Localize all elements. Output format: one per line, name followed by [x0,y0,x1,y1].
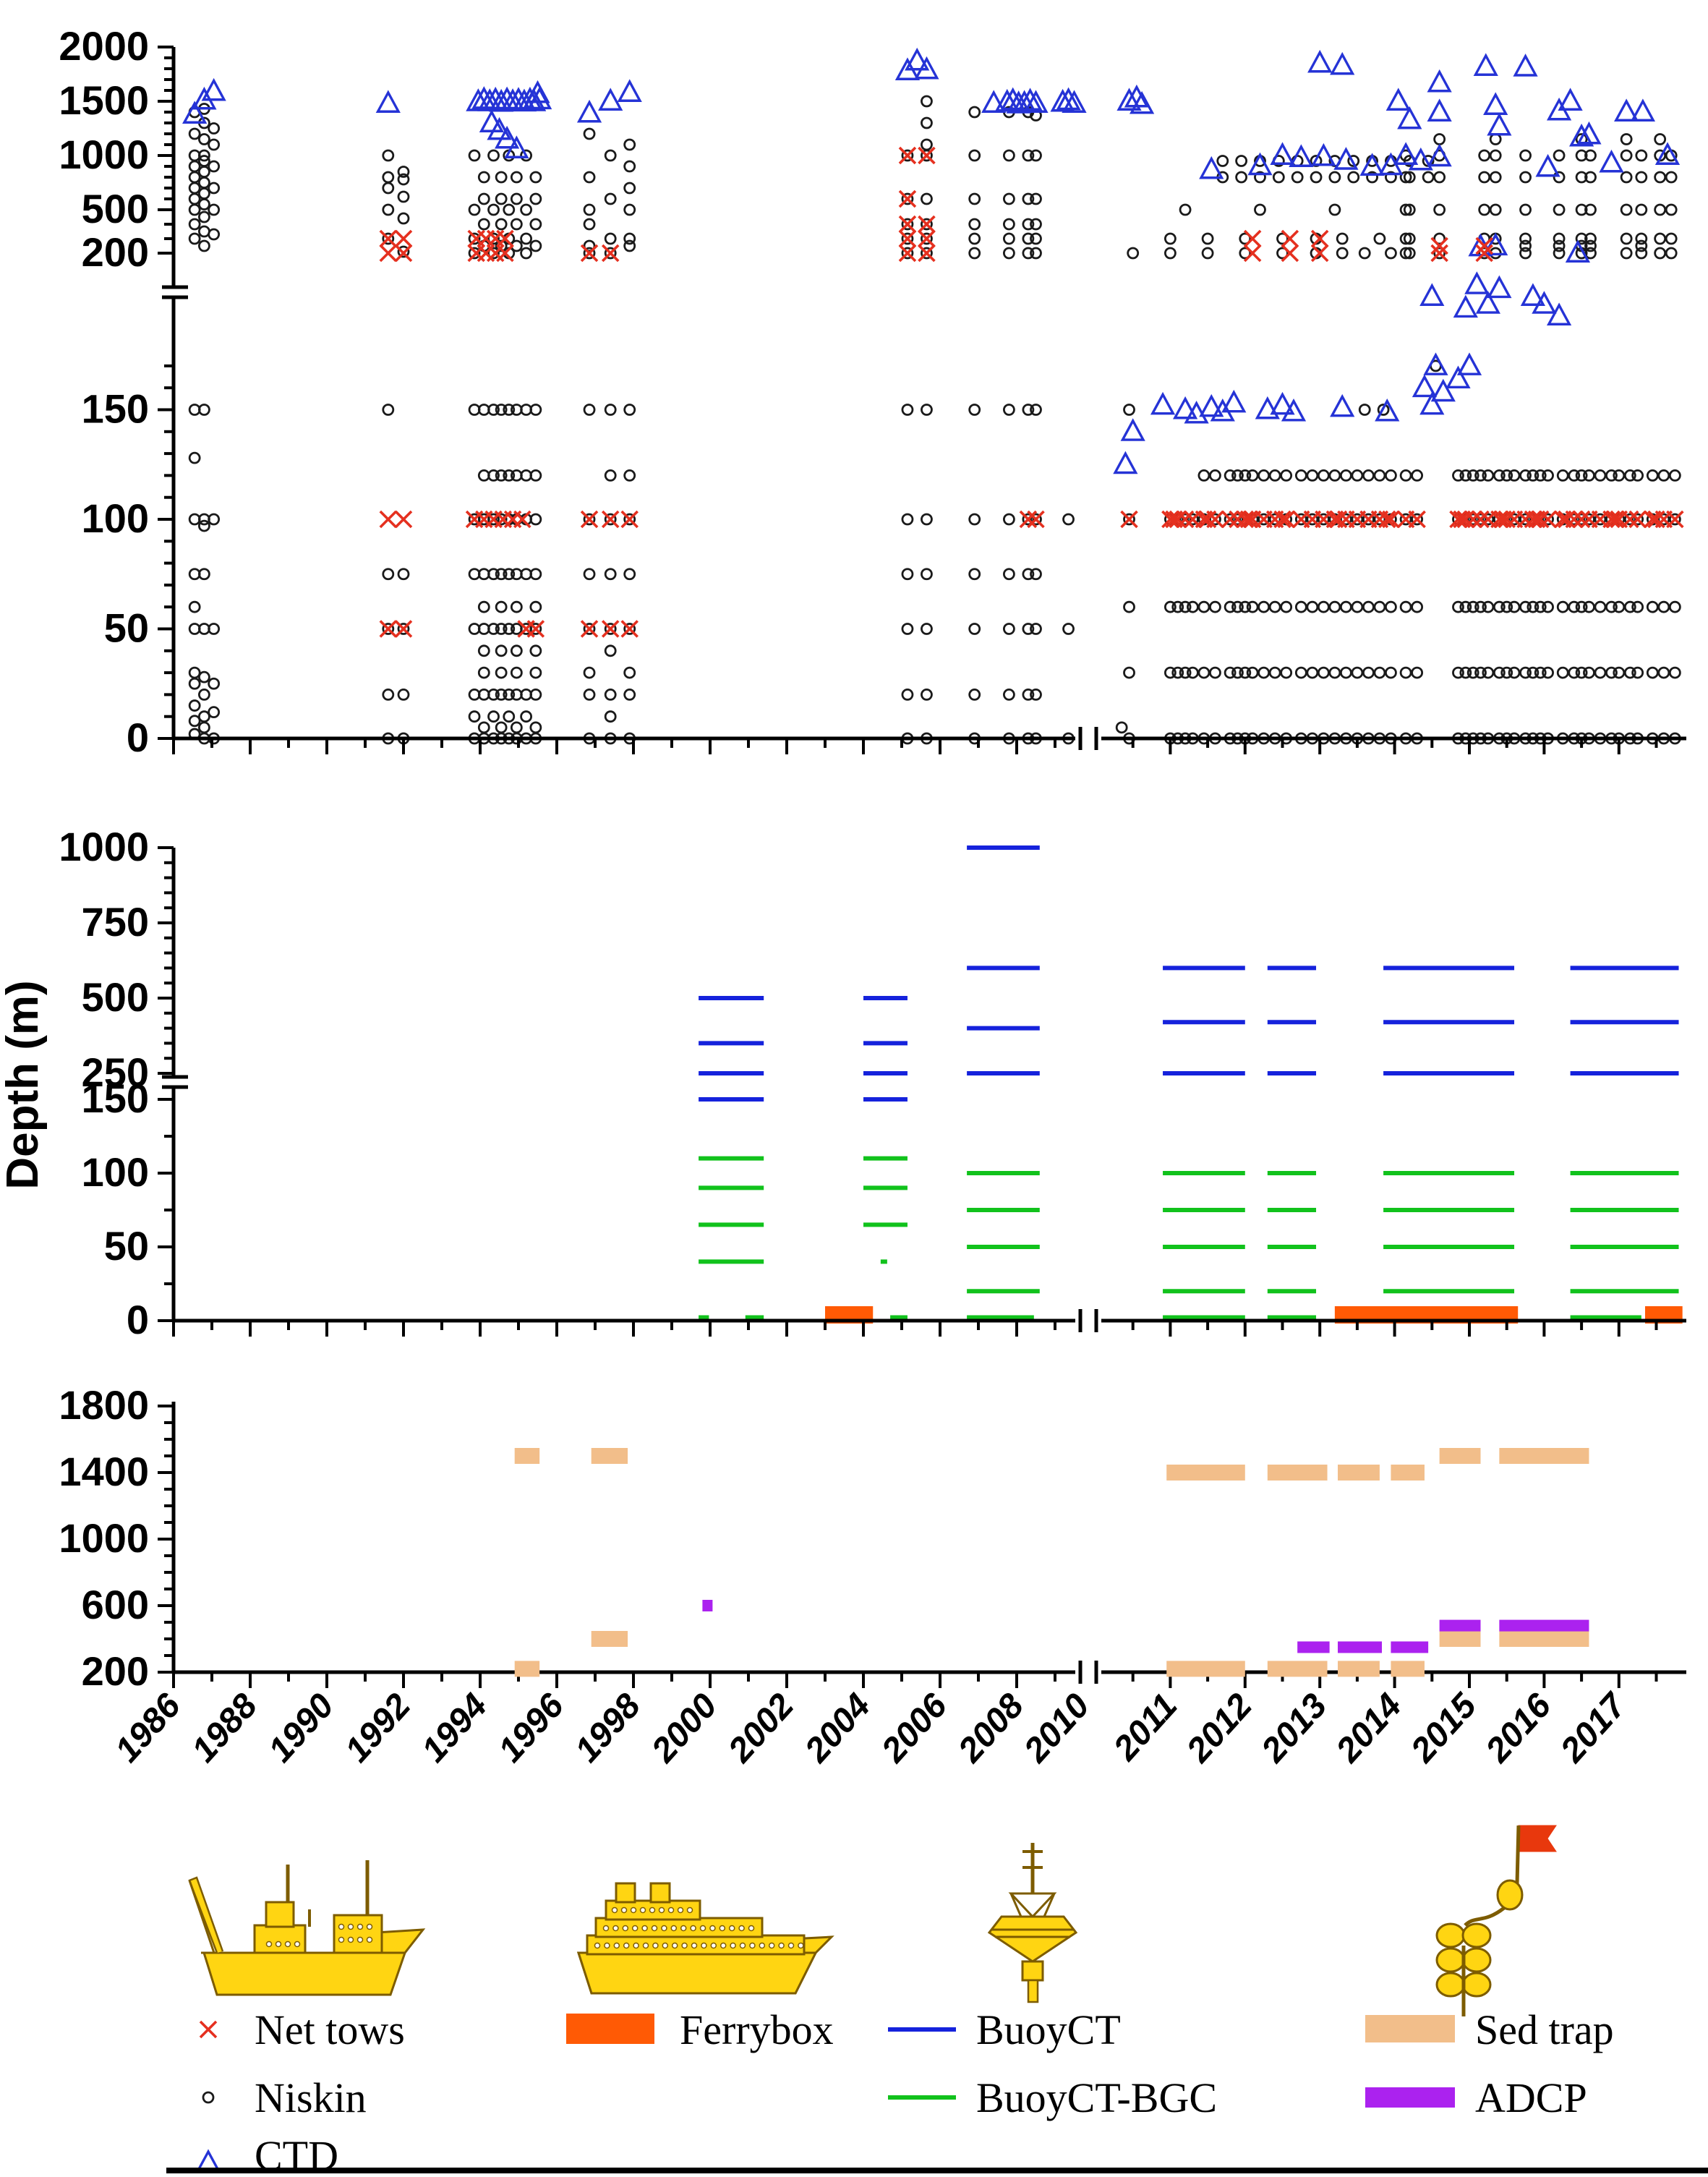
svg-text:2008: 2008 [951,1687,1032,1771]
legend-label-ctd: CTD [255,2132,338,2173]
bottom-crop-strip [166,2168,1708,2173]
svg-text:1986: 1986 [108,1687,188,1770]
svg-text:0: 0 [127,715,149,760]
svg-text:2014: 2014 [1328,1687,1409,1771]
svg-text:500: 500 [82,186,149,231]
mooring-icon [1435,1825,1557,2016]
svg-text:150: 150 [82,1075,149,1121]
svg-text:150: 150 [82,386,149,432]
svg-text:1994: 1994 [414,1687,495,1770]
svg-text:250: 250 [82,1049,149,1095]
svg-text:2000: 2000 [644,1687,725,1771]
buoy-icon [987,1843,1078,2003]
svg-text:100: 100 [82,495,149,541]
svg-text:2002: 2002 [721,1687,802,1771]
svg-text:2004: 2004 [798,1687,879,1771]
svg-text:1990: 1990 [261,1687,341,1770]
svg-text:2010: 2010 [1017,1687,1098,1771]
svg-text:1996: 1996 [491,1687,571,1770]
svg-text:1500: 1500 [59,77,149,123]
svg-text:500: 500 [82,974,149,1020]
research-vessel-icon [188,1860,426,1996]
svg-text:1400: 1400 [59,1449,149,1494]
panel-ship-sampling [182,47,1684,745]
svg-text:2013: 2013 [1254,1687,1335,1771]
legend-label-adcp: ADCP [1475,2074,1587,2121]
svg-text:2015: 2015 [1404,1686,1485,1771]
svg-text:2017: 2017 [1553,1685,1634,1770]
svg-text:2016: 2016 [1478,1687,1559,1771]
svg-text:200: 200 [82,1648,149,1694]
svg-text:100: 100 [82,1149,149,1195]
svg-text:750: 750 [82,899,149,945]
svg-text:0: 0 [127,1297,149,1342]
svg-text:600: 600 [82,1582,149,1627]
legend-label-buoyct-bgc: BuoyCT-BGC [976,2074,1217,2121]
svg-text:1000: 1000 [59,132,149,177]
svg-text:50: 50 [104,1223,149,1269]
svg-text:1988: 1988 [184,1687,265,1770]
svg-text:200: 200 [82,229,149,275]
svg-text:1998: 1998 [568,1687,648,1770]
legend-label-ferrybox: Ferrybox [680,2006,834,2053]
legend-label-nettows: Net tows [255,2006,405,2053]
svg-text:1000: 1000 [59,1515,149,1561]
depth-axis-label: Depth (m) [0,980,48,1189]
y-axis-title: Depth (m) [0,980,48,1189]
panel-buoy-sensors [699,845,1683,1324]
legend-label-niskin: Niskin [255,2074,367,2121]
svg-text:2000: 2000 [59,23,149,69]
panel-moorings: 1800140010006002001986198819901992199419… [59,1382,1686,1770]
svg-text:2011: 2011 [1106,1687,1184,1768]
svg-text:50: 50 [104,605,149,651]
legend: Net tows Niskin CTD Ferrybox BuoyCT BuoyCT-BG… [188,1825,1614,2177]
legend-label-sedtrap: Sed trap [1475,2006,1614,2053]
svg-text:2006: 2006 [874,1687,955,1771]
svg-text:1992: 1992 [338,1687,418,1770]
svg-text:1800: 1800 [59,1382,149,1428]
legend-label-buoyct: BuoyCT [976,2006,1121,2053]
svg-text:2012: 2012 [1179,1687,1260,1771]
ferry-ship-icon [576,1882,834,1995]
svg-text:1000: 1000 [59,824,149,869]
